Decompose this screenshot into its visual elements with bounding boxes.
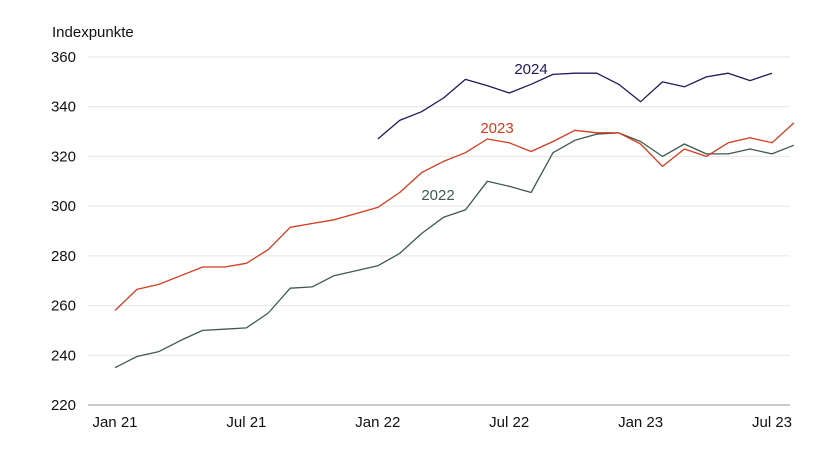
x-tick-label: Jul 23 [752,414,792,431]
series-label-2024: 2024 [514,61,547,78]
y-tick-label: 240 [51,347,76,364]
x-tick-label: Jul 21 [226,414,266,431]
series-line-2023 [114,122,795,311]
x-axis: Jan 21 Jul 21 Jan 22 Jul 22 Jan 23 Jul 23 [92,414,792,431]
y-tick-label: 280 [51,248,76,265]
y-tick-label: 340 [51,99,76,116]
y-tick-label: 360 [51,49,76,66]
series-label-2022: 2022 [421,187,454,204]
series-line-2024 [377,72,773,140]
x-tick-label: Jan 23 [618,414,663,431]
y-tick-label: 220 [51,397,76,414]
x-tick-label: Jul 22 [489,414,529,431]
series-label-2023: 2023 [480,120,513,137]
y-tick-label: 300 [51,198,76,215]
y-tick-label: 320 [51,148,76,165]
y-tick-label: 260 [51,298,76,315]
series-line-2022 [114,132,795,369]
y-axis-unit-label: Indexpunkte [52,24,134,41]
y-axis: 220 240 260 280 300 320 340 360 [51,49,76,414]
series-group: 2022 2023 2024 [114,61,795,369]
x-tick-label: Jan 22 [355,414,400,431]
gridlines [88,56,790,406]
x-tick-label: Jan 21 [92,414,137,431]
